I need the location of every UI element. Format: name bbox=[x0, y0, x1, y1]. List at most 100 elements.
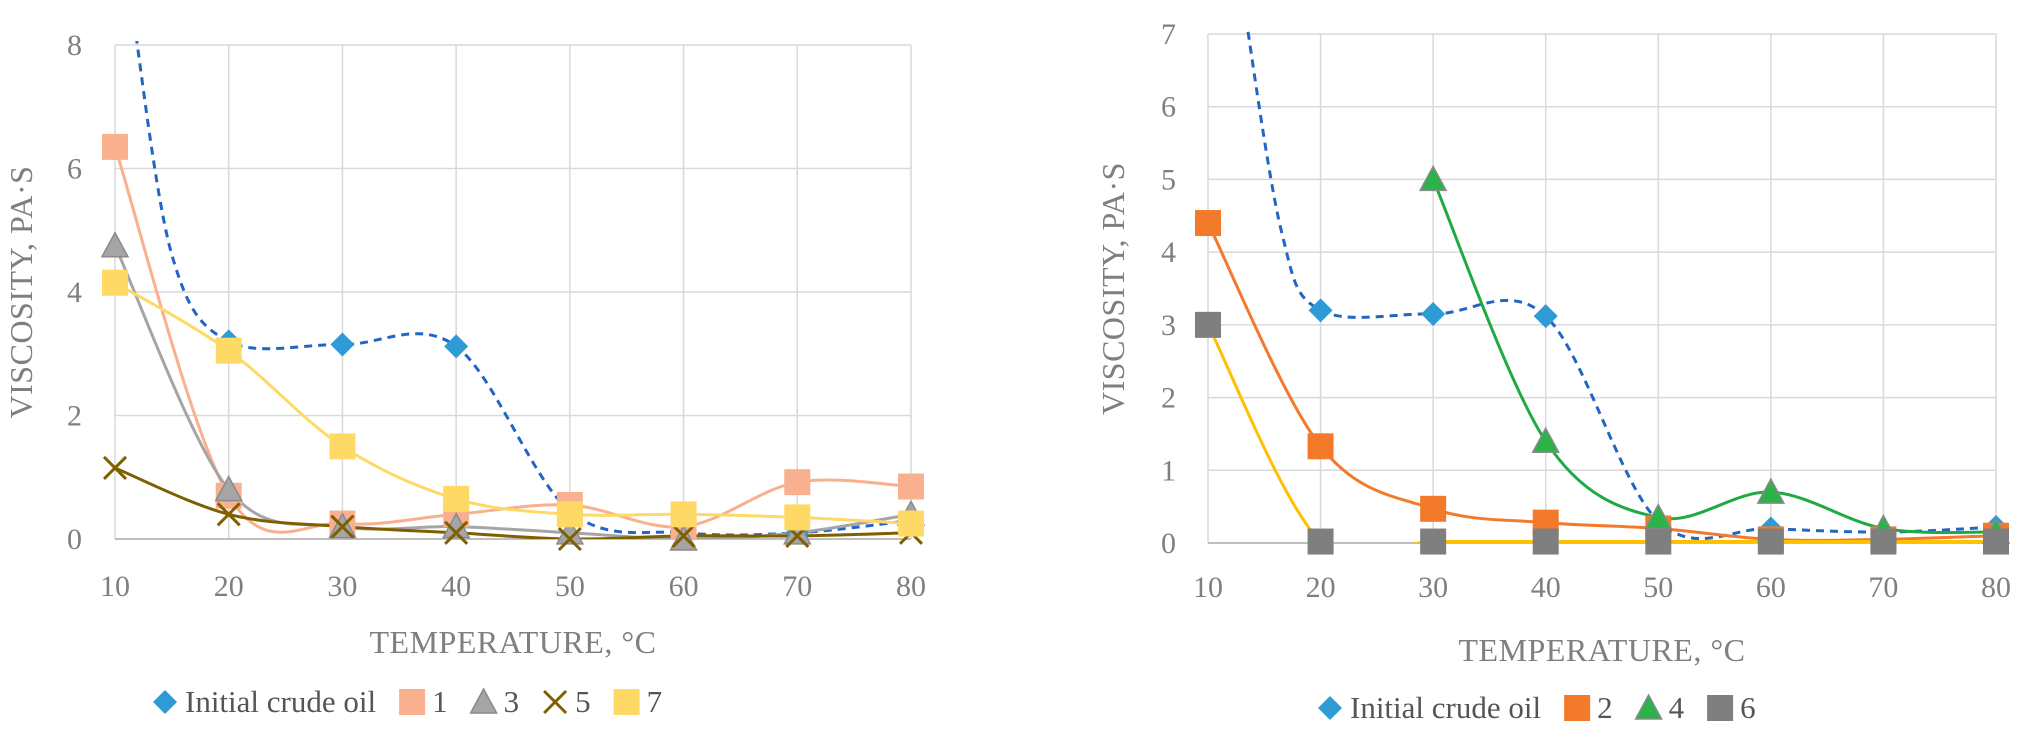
data-point-initial-crude-oil bbox=[1421, 301, 1446, 326]
data-point-2 bbox=[1195, 210, 1221, 237]
data-point-initial-crude-oil bbox=[1308, 298, 1333, 323]
x-tick-label: 60 bbox=[669, 570, 699, 603]
data-point-1 bbox=[784, 469, 811, 496]
x-axis-title: TEMPERATURE, °C bbox=[1459, 632, 1746, 668]
y-tick-label: 4 bbox=[1161, 236, 1176, 269]
y-tick-label: 8 bbox=[67, 29, 82, 62]
data-point-6 bbox=[1420, 528, 1447, 555]
data-point-5 bbox=[216, 502, 241, 527]
y-tick-label: 0 bbox=[1161, 527, 1176, 560]
chart-1-grid bbox=[114, 44, 912, 540]
y-tick-label: 2 bbox=[67, 400, 82, 433]
legend-marker bbox=[153, 690, 177, 714]
data-point-3 bbox=[100, 231, 130, 258]
data-point-5 bbox=[671, 523, 696, 548]
data-point-6 bbox=[1645, 528, 1672, 555]
x-tick-label: 30 bbox=[1418, 571, 1448, 604]
data-point-6 bbox=[1307, 528, 1334, 555]
x-tick-label: 20 bbox=[214, 570, 244, 603]
data-point-7 bbox=[102, 269, 128, 296]
y-tick-label: 6 bbox=[1161, 91, 1176, 124]
data-point-7 bbox=[898, 510, 924, 537]
legend-label: 7 bbox=[647, 684, 663, 719]
x-tick-label: 10 bbox=[100, 570, 130, 603]
x-tick-label: 20 bbox=[1306, 571, 1336, 604]
data-point-4 bbox=[1418, 164, 1448, 192]
y-axis-title: VISCOSITY, PA·S bbox=[1095, 162, 1131, 415]
legend-label: 1 bbox=[432, 684, 448, 719]
x-tick-label: 10 bbox=[1193, 571, 1223, 604]
data-point-7 bbox=[556, 501, 583, 528]
x-tick-label: 50 bbox=[555, 570, 585, 603]
data-point-5 bbox=[557, 526, 582, 552]
data-point-7 bbox=[215, 337, 242, 364]
data-point-5 bbox=[444, 520, 469, 545]
y-tick-label: 0 bbox=[67, 523, 82, 556]
y-tick-label: 4 bbox=[67, 276, 82, 309]
legend-label: 2 bbox=[1597, 690, 1613, 725]
legend-marker bbox=[1707, 695, 1734, 721]
y-tick-label: 3 bbox=[1161, 309, 1176, 342]
chart-1: 10 20 30 40 50 60 70 80 0 2 4 6 8 TEMPERATURE, °C VISC… bbox=[3, 29, 926, 719]
chart-1-legend: Initial crude oil 1 3 5 7 bbox=[153, 684, 662, 719]
series-line-5 bbox=[115, 466, 911, 539]
data-point-1 bbox=[102, 133, 128, 160]
data-point-7 bbox=[784, 504, 811, 531]
legend-label: 5 bbox=[575, 684, 591, 719]
series-line-4 bbox=[1431, 178, 1996, 535]
data-point-6 bbox=[1757, 528, 1784, 555]
y-tick-label: 7 bbox=[1161, 18, 1176, 51]
legend-marker bbox=[613, 689, 640, 715]
chart-2-legend: Initial crude oil 2 4 6 bbox=[1318, 690, 1756, 725]
x-axis-title: TEMPERATURE, °C bbox=[370, 624, 657, 660]
chart-1-lines bbox=[115, 41, 911, 539]
x-tick-label: 60 bbox=[1756, 571, 1786, 604]
series-line-2 bbox=[1208, 222, 1996, 542]
x-tick-label: 80 bbox=[1981, 571, 2011, 604]
y-tick-label: 2 bbox=[1161, 382, 1176, 415]
data-point-6 bbox=[1983, 528, 2009, 555]
data-point-6 bbox=[1532, 528, 1559, 555]
data-point-3 bbox=[214, 475, 243, 502]
legend-marker bbox=[1564, 695, 1591, 721]
data-point-1 bbox=[898, 473, 924, 500]
chart-1-markers bbox=[100, 133, 926, 552]
legend-label: 3 bbox=[504, 684, 520, 719]
series-line-initial-crude-oil bbox=[135, 41, 911, 537]
legend-marker bbox=[543, 689, 568, 715]
data-point-initial-crude-oil bbox=[1533, 304, 1558, 329]
data-point-3 bbox=[783, 518, 812, 545]
x-tick-label: 70 bbox=[782, 570, 812, 603]
chart-2-markers bbox=[1195, 164, 2011, 555]
y-tick-label: 1 bbox=[1161, 454, 1176, 487]
data-point-7 bbox=[443, 485, 470, 512]
data-point-2 bbox=[1307, 433, 1334, 460]
x-tick-label: 40 bbox=[1531, 571, 1561, 604]
data-point-4 bbox=[1531, 426, 1560, 453]
legend-marker bbox=[469, 687, 498, 714]
x-tick-label: 70 bbox=[1868, 571, 1898, 604]
chart-2: 10 20 30 40 50 60 70 80 0 1 2 3 4 5 6 7 TEMPERATURE, °C V… bbox=[1095, 18, 2011, 725]
data-point-6 bbox=[1870, 528, 1897, 555]
x-tick-label: 40 bbox=[441, 570, 471, 603]
legend-label: Initial crude oil bbox=[1350, 690, 1541, 725]
y-tick-label: 5 bbox=[1161, 163, 1176, 196]
y-axis-title: VISCOSITY, PA·S bbox=[3, 166, 39, 419]
data-point-7 bbox=[329, 433, 356, 460]
y-tick-label: 6 bbox=[67, 153, 82, 186]
chart-2-grid bbox=[1207, 33, 1997, 544]
legend-label: 6 bbox=[1740, 690, 1756, 725]
data-point-initial-crude-oil bbox=[444, 334, 469, 359]
legend-marker bbox=[399, 689, 426, 715]
data-point-6 bbox=[1195, 311, 1221, 338]
legend-label: Initial crude oil bbox=[185, 684, 376, 719]
data-point-2 bbox=[1420, 495, 1447, 522]
x-tick-label: 30 bbox=[327, 570, 357, 603]
data-point-initial-crude-oil bbox=[330, 332, 355, 357]
data-point-5 bbox=[102, 455, 128, 481]
data-point-4 bbox=[1756, 477, 1786, 504]
data-point-7 bbox=[670, 501, 697, 528]
legend-marker bbox=[1634, 693, 1663, 720]
legend-label: 4 bbox=[1669, 690, 1685, 725]
